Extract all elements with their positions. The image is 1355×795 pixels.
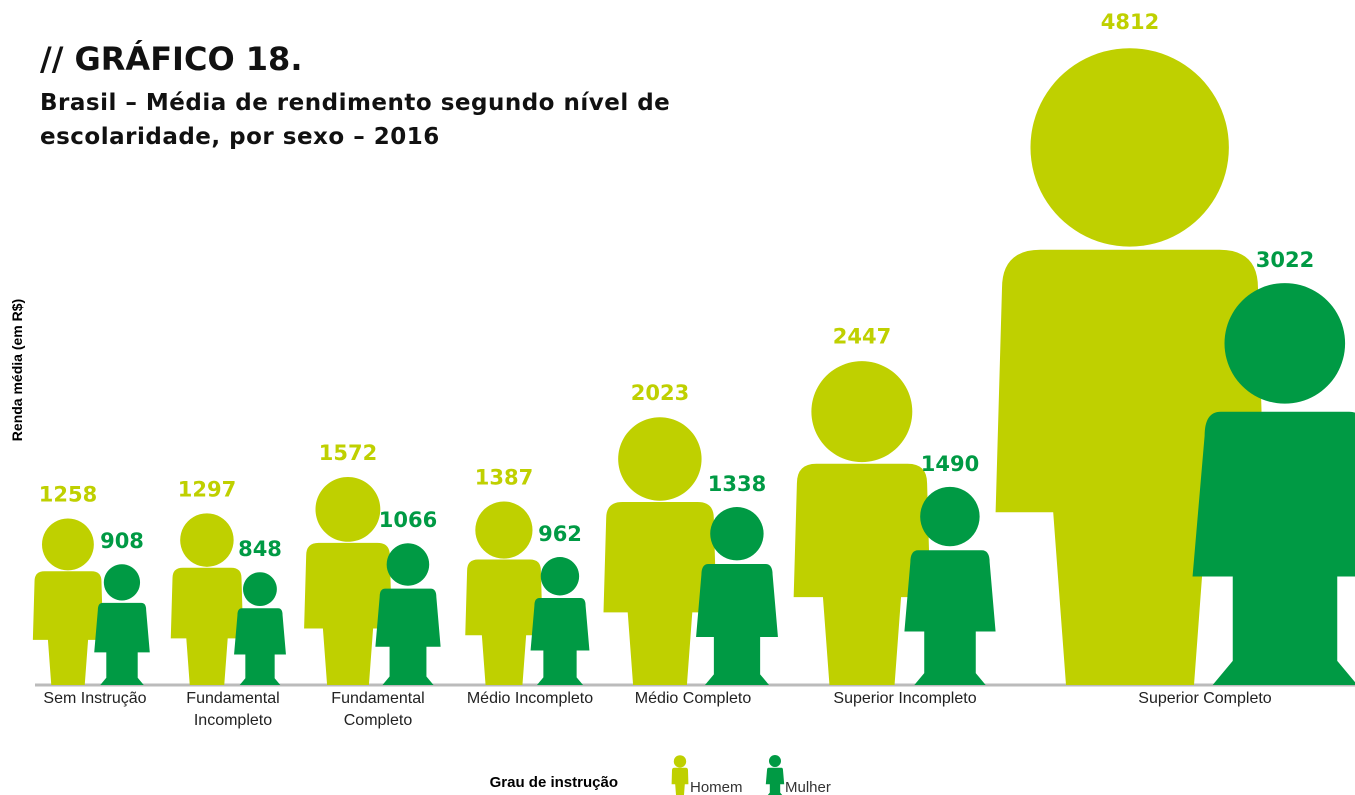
legend-label: Mulher [785, 779, 831, 795]
figure [304, 476, 392, 685]
figure [530, 557, 590, 685]
figure [375, 543, 441, 685]
figure [995, 48, 1265, 686]
x-tick-label: Superior Completo [1138, 690, 1272, 707]
value-label: 908 [100, 529, 144, 553]
x-tick-label: Fundamental Completo [331, 690, 425, 729]
legend-icon [765, 755, 785, 795]
x-tick-label: Médio Incompleto [466, 690, 594, 707]
figure [234, 572, 286, 685]
figure [904, 486, 996, 685]
figure [603, 417, 717, 685]
value-label: 1338 [708, 472, 766, 496]
value-label: 1258 [39, 483, 97, 507]
value-label: 3022 [1256, 248, 1314, 272]
legend-title: Grau de instrução [490, 774, 618, 791]
figure [1192, 283, 1355, 685]
value-label: 848 [238, 537, 282, 561]
figure [94, 564, 150, 685]
title: // GRÁFICO 18. [40, 40, 303, 78]
figure [793, 361, 931, 685]
legend-label: Homem [690, 779, 743, 795]
figure [696, 507, 778, 685]
legend-icon [671, 755, 689, 795]
y-axis-label: Renda média (em R$) [9, 299, 25, 441]
subtitle: Brasil – Média de rendimento segundo nív… [40, 90, 671, 150]
x-tick-label: Superior Incompleto [833, 690, 977, 707]
value-label: 1387 [475, 466, 533, 490]
value-label: 1572 [319, 441, 377, 465]
figure [465, 501, 543, 685]
value-label: 1066 [379, 508, 437, 532]
x-tick-label: Fundamental Incompleto [186, 690, 280, 729]
value-label: 1297 [178, 477, 236, 501]
x-tick-label: Sem Instrução [43, 690, 147, 707]
figure [170, 513, 244, 685]
value-label: 1490 [921, 452, 979, 476]
value-label: 2023 [631, 381, 689, 405]
value-label: 962 [538, 522, 582, 546]
value-label: 4812 [1101, 10, 1159, 34]
figure [32, 518, 104, 685]
value-label: 2447 [833, 325, 891, 349]
x-tick-label: Médio Completo [634, 690, 752, 707]
